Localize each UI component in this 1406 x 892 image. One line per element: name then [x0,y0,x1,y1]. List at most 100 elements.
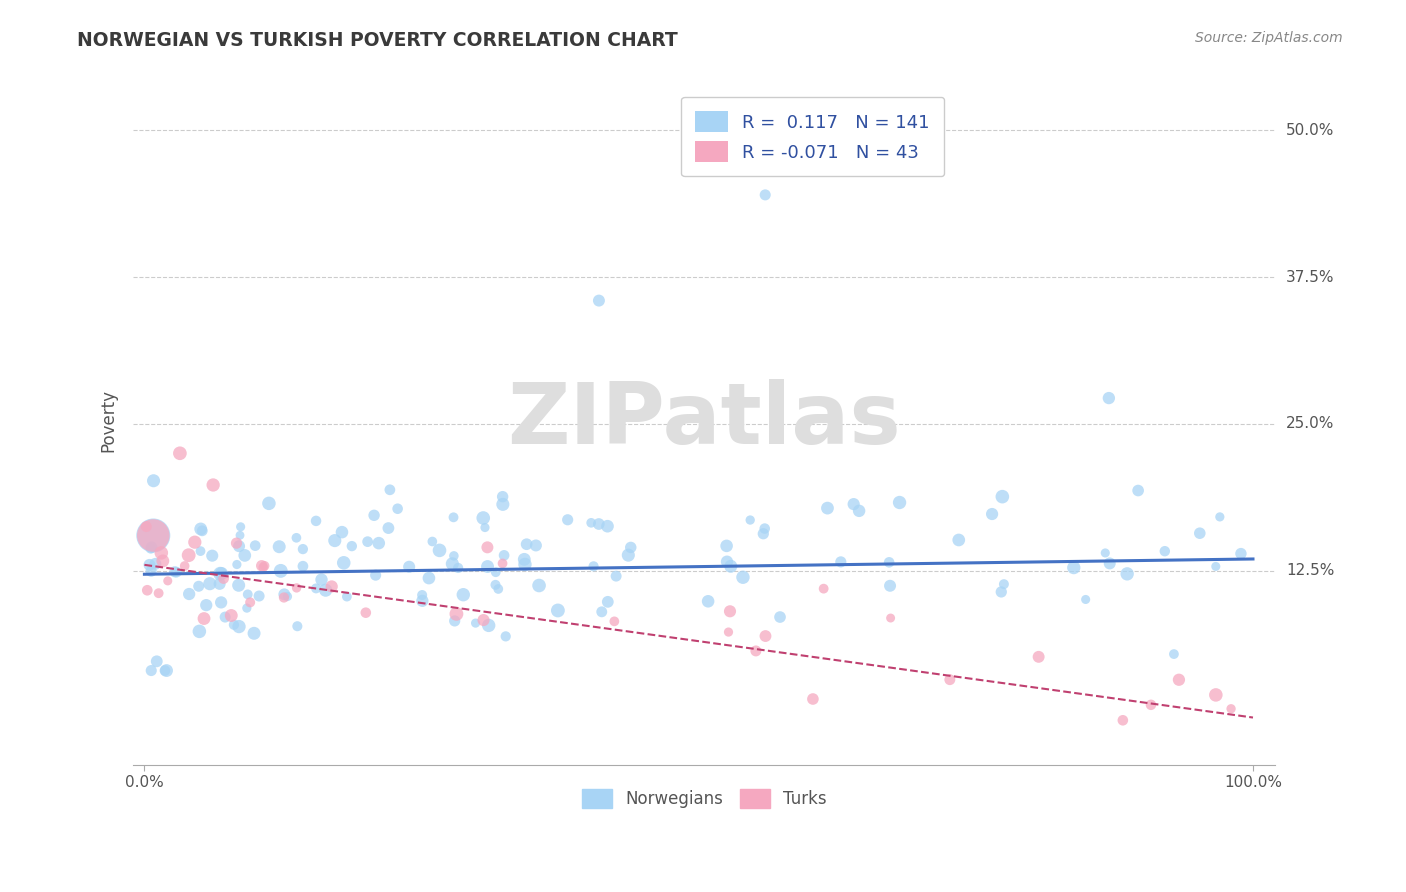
Point [191,524,214,538]
Point [1163,647,1185,661]
Point [464,616,486,631]
Point [236,587,259,601]
Point [879,611,901,625]
Point [257,496,280,510]
Point [1167,673,1189,687]
Point [582,559,605,574]
Point [617,548,640,562]
Text: 12.5%: 12.5% [1286,563,1334,578]
Point [418,571,440,585]
Point [889,495,911,509]
Point [527,578,550,592]
Point [165,565,187,579]
Point [477,541,499,555]
Point [620,541,643,555]
Point [139,564,162,578]
Point [494,549,516,563]
Point [993,577,1015,591]
Point [291,542,314,557]
Point [1112,713,1135,727]
Point [697,594,720,608]
Point [229,528,252,542]
Point [222,617,245,632]
Point [364,568,387,582]
Point [145,654,167,668]
Point [190,544,212,558]
Text: 25.0%: 25.0% [1286,417,1334,432]
Point [1220,702,1243,716]
Point [443,510,465,524]
Point [214,610,236,624]
Point [145,557,167,571]
Point [363,508,385,523]
Point [1153,544,1175,558]
Point [453,588,475,602]
Point [138,558,160,572]
Point [429,543,451,558]
Point [150,546,173,560]
Point [484,578,506,592]
Point [441,557,464,571]
Point [142,528,165,542]
Point [211,566,233,581]
Point [411,588,433,602]
Text: ZIPatlas: ZIPatlas [508,379,901,462]
Point [1209,509,1232,524]
Point [1028,649,1050,664]
Point [142,474,165,488]
Point [245,539,267,553]
Point [276,590,298,604]
Point [378,483,401,497]
Point [486,582,509,596]
Point [877,555,900,569]
Point [443,614,465,628]
Point [305,582,328,596]
Point [377,521,399,535]
Point [769,610,792,624]
Point [285,531,308,545]
Y-axis label: Poverty: Poverty [100,390,117,452]
Point [330,525,353,540]
Point [495,629,517,643]
Point [354,606,377,620]
Point [179,587,201,601]
Text: 50.0%: 50.0% [1286,123,1334,137]
Point [754,187,776,202]
Point [209,595,232,609]
Point [745,644,768,658]
Point [1140,698,1163,712]
Point [411,594,433,608]
Point [291,559,314,574]
Point [225,536,247,550]
Point [387,501,409,516]
Point [754,629,776,643]
Point [848,504,870,518]
Point [717,625,740,640]
Point [148,586,170,600]
Point [285,581,308,595]
Point [842,497,865,511]
Point [579,516,602,530]
Point [252,560,274,574]
Point [195,598,218,612]
Point [243,626,266,640]
Point [190,522,212,536]
Text: NORWEGIAN VS TURKISH POVERTY CORRELATION CHART: NORWEGIAN VS TURKISH POVERTY CORRELATION… [77,31,678,50]
Point [141,664,163,678]
Point [1098,557,1121,571]
Point [557,513,579,527]
Point [1230,547,1253,561]
Point [311,573,333,587]
Point [188,624,211,639]
Point [939,673,962,687]
Point [139,541,162,556]
Point [187,579,209,593]
Point [513,552,536,566]
Point [198,576,221,591]
Point [716,539,738,553]
Point [1188,526,1211,541]
Point [273,591,295,605]
Point [990,585,1012,599]
Point [720,559,742,574]
Point [201,549,224,563]
